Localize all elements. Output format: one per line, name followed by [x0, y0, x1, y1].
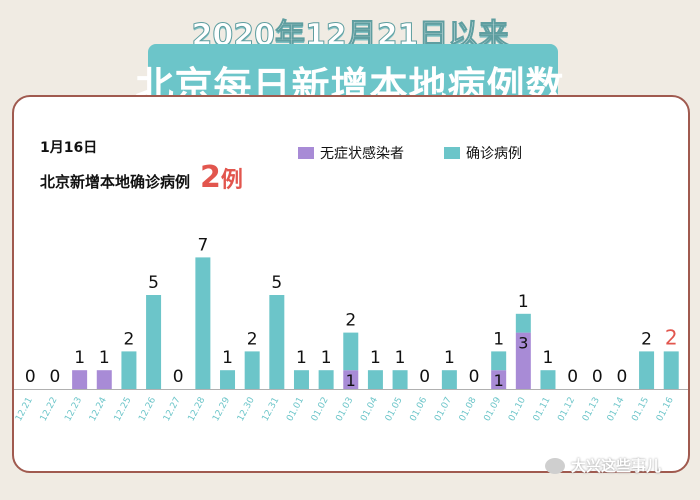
summary-unit: 例: [220, 168, 243, 193]
tick-label-01.16: 01.16: [655, 395, 676, 423]
tick-label-01.15: 01.15: [630, 396, 651, 423]
tick-label-01.10: 01.10: [507, 395, 528, 423]
bar-confirmed-01.01: [293, 370, 309, 389]
legend-item-asymptomatic: 无症状感染者: [298, 143, 404, 163]
bar-asymptomatic-01.03: [343, 370, 359, 389]
tick-label-12.21: 12.21: [14, 396, 35, 423]
tick-label-01.14: 01.14: [606, 395, 627, 423]
label-value-12.30: 2: [247, 329, 258, 349]
tick-label-01.01: 01.01: [285, 396, 306, 423]
bar-confirmed-01.07: [441, 370, 457, 389]
date-note: 1月16日: [40, 140, 98, 156]
tick-label-12.24: 12.24: [88, 395, 109, 423]
summary-text: 北京新增本地确诊病例: [40, 173, 191, 191]
tick-label-01.03: 01.03: [334, 396, 355, 423]
tick-label-01.05: 01.05: [384, 396, 405, 423]
tick-label-01.13: 01.13: [581, 396, 602, 423]
label-value-12.29: 1: [222, 348, 233, 368]
bar-confirmed-12.30: [244, 351, 260, 389]
label-value-12.28: 7: [197, 235, 208, 255]
label-value-12.26: 5: [148, 273, 159, 293]
legend-item-confirmed: 确诊病例: [444, 143, 522, 163]
chart-card: [12, 95, 690, 473]
label-confirmed-01.09: 1: [493, 329, 504, 349]
tick-label-01.08: 01.08: [458, 395, 479, 423]
label-value-01.05: 1: [395, 348, 406, 368]
label-asymptomatic-01.09: 1: [494, 371, 504, 390]
label-value-12.31: 5: [271, 273, 282, 293]
tick-label-12.30: 12.30: [236, 395, 257, 423]
bar-confirmed-12.28: [195, 257, 211, 389]
legend-swatch-confirmed: [444, 147, 460, 159]
summary: 北京新增本地确诊病例 2 例: [40, 160, 243, 195]
summary-value: 2: [200, 160, 221, 195]
tick-label-01.04: 01.04: [359, 395, 380, 423]
tick-label-01.12: 01.12: [556, 396, 577, 423]
tick-label-12.28: 12.28: [187, 395, 208, 423]
label-value-01.02: 1: [321, 348, 332, 368]
label-value-12.25: 2: [124, 329, 135, 349]
bar-confirmed-12.25: [121, 351, 137, 389]
wechat-icon: [545, 457, 565, 474]
label-value-01.07: 1: [444, 348, 455, 368]
bar-confirmed-01.11: [540, 370, 556, 389]
label-asymptomatic-01.10: 3: [518, 334, 528, 353]
label-value-01.13: 0: [592, 367, 603, 387]
tick-label-12.29: 12.29: [211, 395, 232, 423]
legend-label-asymptomatic: 无症状感染者: [320, 146, 404, 162]
tick-label-12.31: 12.31: [261, 396, 282, 423]
tick-label-01.07: 01.07: [433, 396, 454, 423]
label-value-01.12: 0: [567, 367, 578, 387]
bar-confirmed-01.09: [491, 351, 507, 371]
label-value-01.04: 1: [370, 348, 381, 368]
bar-asymptomatic-01.09: [491, 370, 507, 389]
watermark: 大兴这些事儿: [545, 455, 661, 476]
label-value-12.21: 0: [25, 367, 36, 387]
label-value-12.27: 0: [173, 367, 184, 387]
label-value-01.14: 0: [617, 367, 628, 387]
tick-label-01.09: 01.09: [482, 395, 503, 423]
watermark-text: 大兴这些事儿: [571, 457, 662, 475]
bar-asymptomatic-12.24: [96, 370, 112, 389]
label-value-01.15: 2: [641, 329, 652, 349]
label-value-01.01: 1: [296, 348, 307, 368]
bar-confirmed-01.04: [367, 370, 383, 389]
bar-confirmed-01.03: [343, 332, 359, 371]
legend: 无症状感染者 确诊病例: [298, 143, 562, 163]
bar-confirmed-01.02: [318, 370, 334, 389]
label-value-01.06: 0: [419, 367, 430, 387]
legend-label-confirmed: 确诊病例: [466, 146, 522, 162]
tick-label-01.02: 01.02: [310, 396, 331, 423]
label-confirmed-01.03: 2: [345, 311, 356, 331]
tick-label-12.25: 12.25: [113, 396, 134, 423]
bar-asymptomatic-12.23: [72, 370, 88, 389]
bar-confirmed-01.10: [515, 313, 531, 333]
bar-asymptomatic-01.10: [515, 332, 531, 389]
label-value-12.22: 0: [50, 367, 61, 387]
tick-label-12.23: 12.23: [63, 396, 84, 423]
label-confirmed-01.10: 1: [518, 292, 529, 312]
bar-confirmed-12.29: [220, 370, 236, 389]
label-value-01.16: 2: [665, 325, 678, 349]
tick-label-12.27: 12.27: [162, 396, 183, 423]
tick-label-12.22: 12.22: [39, 396, 60, 423]
label-value-12.24: 1: [99, 348, 110, 368]
label-asymptomatic-01.03: 1: [346, 371, 356, 390]
tick-label-01.06: 01.06: [408, 395, 429, 423]
bar-confirmed-12.26: [146, 295, 162, 389]
bar-confirmed-01.15: [639, 351, 655, 389]
label-value-12.23: 1: [74, 348, 85, 368]
bar-confirmed-01.16: [663, 351, 679, 389]
legend-swatch-asymptomatic: [298, 147, 314, 159]
bar-confirmed-12.31: [269, 295, 285, 389]
label-value-01.08: 0: [469, 367, 480, 387]
tick-label-01.11: 01.11: [532, 396, 553, 423]
label-value-01.11: 1: [543, 348, 554, 368]
bar-confirmed-01.05: [392, 370, 408, 389]
tick-label-12.26: 12.26: [137, 395, 158, 423]
